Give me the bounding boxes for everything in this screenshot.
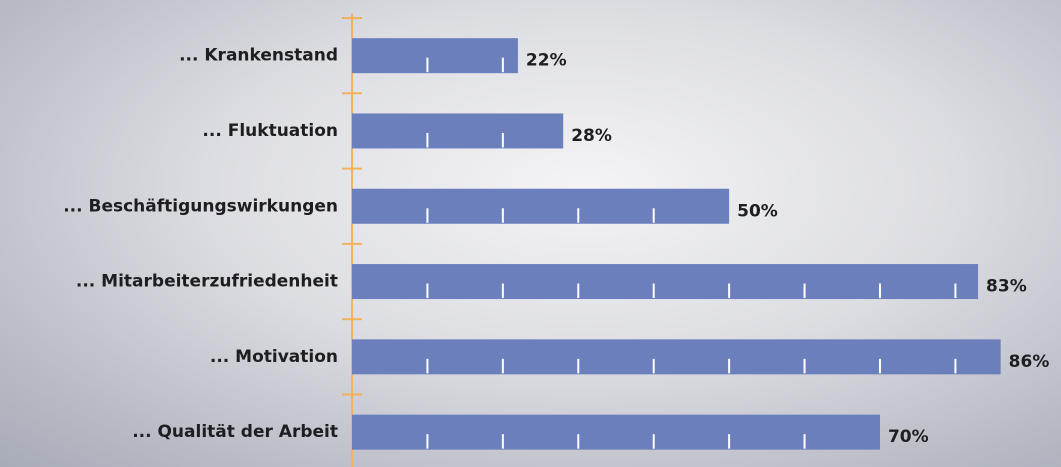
category-label: ... Krankenstand (179, 46, 338, 66)
value-label: 28% (571, 126, 612, 146)
chart: ... Krankenstand 22% ... Fluktuation 28%...… (0, 0, 1061, 467)
bar (352, 189, 729, 224)
category-label: ... Motivation (210, 347, 338, 367)
category-label: ... Beschäftigungswirkungen (63, 196, 338, 216)
bar (352, 113, 563, 148)
page: ... Krankenstand 22% ... Fluktuation 28%...… (0, 0, 1061, 467)
category-label: ... Fluktuation (202, 121, 338, 141)
bar (352, 415, 880, 450)
value-label: 86% (1009, 352, 1050, 372)
bar (352, 339, 1001, 374)
category-label: ... Qualität der Arbeit (132, 422, 338, 442)
value-label: 22% (526, 51, 567, 71)
bar (352, 38, 518, 73)
value-label: 70% (888, 427, 929, 447)
bar (352, 264, 978, 299)
category-label: ... Mitarbeiterzufriedenheit (76, 272, 338, 292)
value-label: 50% (737, 201, 778, 221)
value-label: 83% (986, 277, 1027, 297)
